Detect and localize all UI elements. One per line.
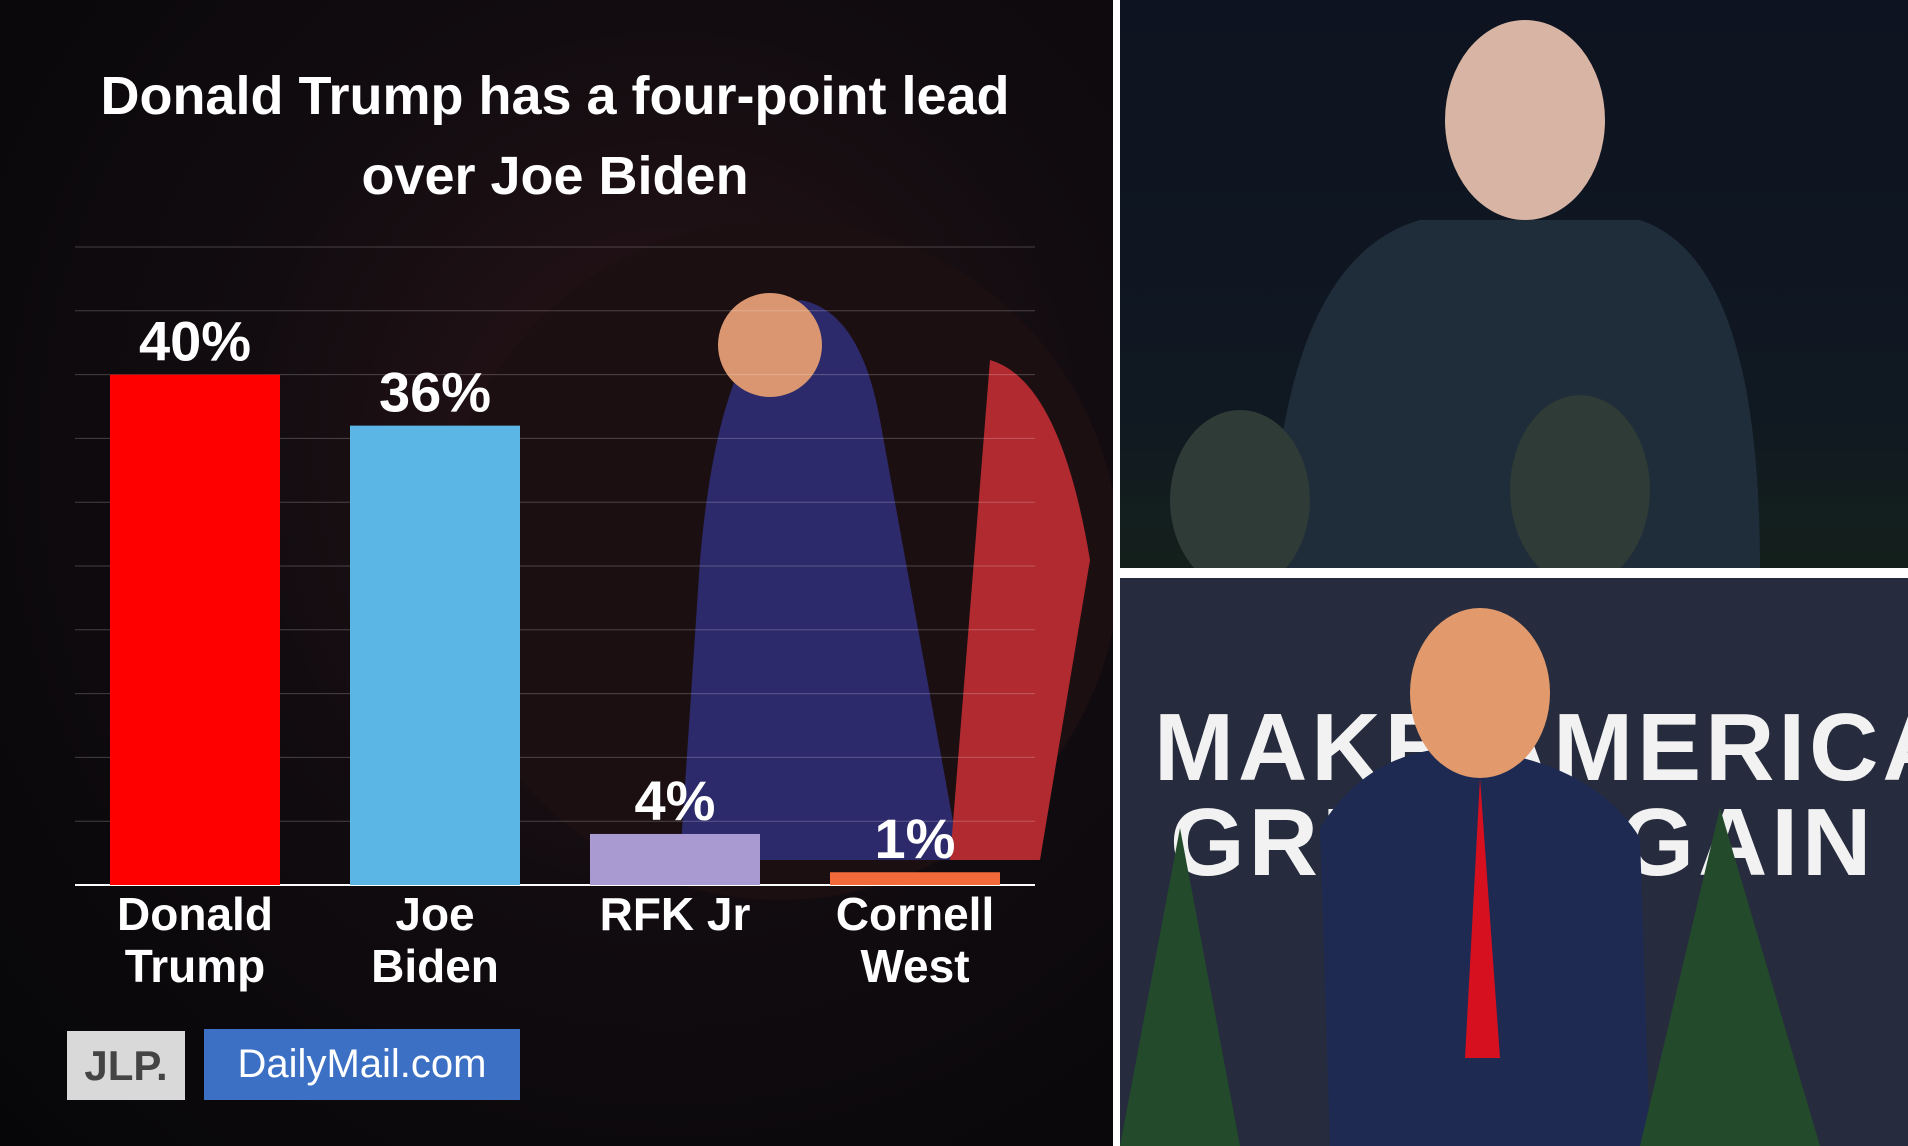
chart: 40% 36% 4% 1%: [110, 220, 1113, 900]
flag: [950, 360, 1090, 860]
photo-art: [1120, 608, 1820, 1146]
x-tick-label: Cornell West: [835, 888, 995, 992]
value-label: 1%: [875, 807, 956, 870]
value-label: 4%: [635, 769, 716, 832]
value-label: 36%: [379, 361, 491, 424]
figure-head: [718, 293, 822, 397]
source-logo: JLP.: [67, 1031, 185, 1100]
x-tick-label: Donald Trump: [117, 888, 273, 992]
x-tick-label: Joe Biden: [371, 888, 499, 992]
value-label: 40%: [139, 310, 251, 373]
photo-art: [1170, 20, 1760, 568]
bar: [110, 374, 280, 885]
figure-silhouette: [680, 300, 960, 860]
publisher-logo: DailyMail.com: [204, 1029, 520, 1100]
bar: [350, 425, 520, 885]
biden-photo: [1120, 0, 1908, 568]
chart-title: Donald Trump has a four-point lead over …: [100, 66, 1010, 206]
x-tick-label: RFK Jr: [599, 888, 751, 940]
bar: [590, 833, 760, 885]
bar: [830, 872, 1000, 885]
chart-panel: 40% 36% 4% 1% Donald Trump has a four-point…: [0, 0, 1113, 1146]
